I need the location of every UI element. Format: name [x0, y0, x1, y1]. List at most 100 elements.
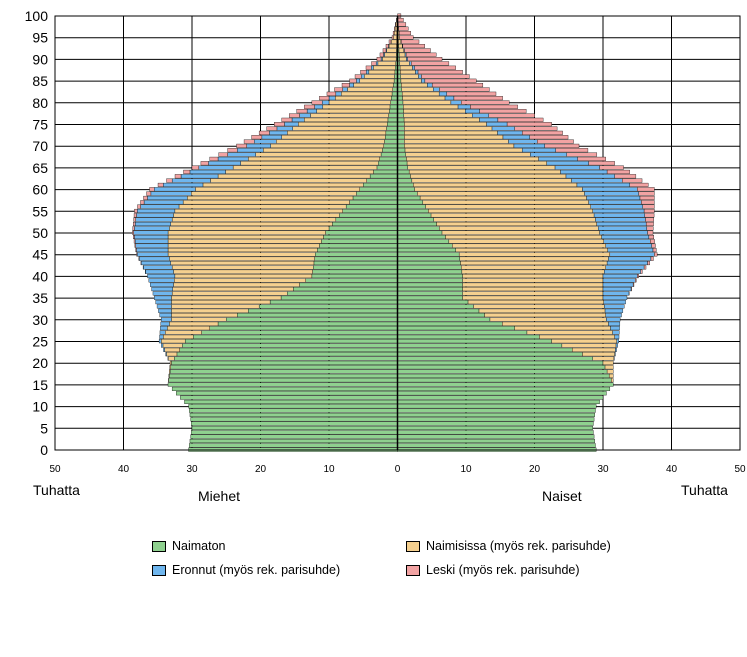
bar-men-naimaton-age-60 [359, 187, 398, 192]
bar-men-leski-age-97 [394, 26, 396, 31]
bar-men-leski-age-88 [365, 65, 372, 70]
bar-men-naimaton-age-78 [389, 109, 398, 114]
bar-women-leski-age-50 [647, 230, 654, 235]
bar-women-leski-age-95 [399, 35, 414, 40]
bar-men-naimisissa-age-47 [167, 243, 320, 248]
bar-men-naimisissa-age-95 [393, 35, 397, 40]
bar-men-eronnut-age-24 [161, 343, 164, 348]
bar-women-naimaton-age-46 [397, 248, 456, 253]
bar-men-naimisissa-age-93 [388, 44, 397, 49]
bar-men-naimaton-age-5 [191, 425, 398, 430]
bar-men-naimisissa-age-17 [168, 373, 170, 378]
bar-men-naimaton-age-64 [373, 169, 398, 174]
bar-men-eronnut-age-68 [227, 152, 256, 157]
bar-women-eronnut-age-34 [603, 300, 626, 305]
legend-label-naimisissa: Naimisissa (myös rek. parisuhde) [426, 539, 611, 553]
bar-women-naimaton-age-19 [397, 365, 606, 370]
bar-women-naimaton-age-67 [397, 156, 407, 161]
bar-men-naimaton-age-37 [293, 287, 398, 292]
bar-men-leski-age-47 [134, 243, 137, 248]
bar-men-leski-age-76 [281, 117, 293, 122]
bar-women-naimaton-age-24 [397, 343, 563, 348]
bar-men-naimaton-age-76 [387, 117, 398, 122]
bar-women-leski-age-62 [622, 178, 643, 183]
bar-women-naimaton-age-44 [397, 256, 461, 261]
bar-men-eronnut-age-45 [137, 252, 169, 257]
bar-men-leski-age-94 [388, 39, 392, 44]
bar-men-naimaton-age-69 [382, 148, 398, 153]
bar-men-eronnut-age-61 [163, 182, 204, 187]
bar-women-naimaton-age-56 [397, 204, 426, 209]
bar-men-naimaton-age-36 [287, 291, 398, 296]
bar-men-naimisissa-age-76 [304, 117, 389, 122]
bar-women-eronnut-age-87 [415, 70, 419, 75]
bar-men-naimisissa-age-51 [169, 226, 330, 231]
bar-women-naimisissa-age-42 [461, 265, 606, 270]
bar-men-leski-age-64 [183, 169, 191, 174]
bar-women-eronnut-age-24 [615, 343, 618, 348]
bar-men-naimisissa-age-63 [217, 174, 371, 179]
bar-women-naimisissa-age-37 [462, 287, 604, 292]
bar-women-eronnut-age-52 [596, 221, 647, 227]
legend-swatch-naimisissa [406, 540, 420, 552]
bar-men-eronnut-age-42 [143, 265, 173, 270]
bar-women-naimisissa-age-29 [502, 321, 609, 326]
bar-men-naimaton-age-45 [315, 252, 398, 257]
y-tick-label: 10 [32, 399, 48, 415]
bar-women-leski-age-41 [640, 269, 643, 274]
bar-men-eronnut-age-27 [159, 330, 166, 335]
x-tick-label: 30 [597, 464, 609, 475]
bar-women-naimisissa-age-54 [430, 213, 595, 218]
bar-men-naimisissa-age-39 [174, 278, 306, 283]
bar-women-eronnut-age-27 [612, 330, 620, 335]
bar-women-eronnut-age-68 [530, 152, 567, 157]
bar-men-eronnut-age-79 [314, 104, 324, 109]
bar-women-naimisissa-age-19 [604, 365, 614, 370]
bar-women-naimaton-age-62 [397, 178, 413, 183]
bar-women-naimaton-age-72 [397, 135, 405, 140]
bar-women-eronnut-age-70 [513, 143, 545, 148]
bar-women-leski-age-40 [637, 274, 639, 279]
bar-women-naimaton-age-18 [397, 369, 608, 374]
bar-women-naimisissa-age-89 [399, 61, 410, 66]
bar-women-leski-age-63 [614, 174, 637, 179]
bar-women-leski-age-45 [654, 252, 658, 257]
bar-men-naimaton-age-61 [363, 182, 398, 187]
bar-women-eronnut-age-35 [602, 295, 628, 300]
bar-men-naimaton-age-23 [179, 347, 398, 352]
bar-women-eronnut-age-36 [602, 291, 630, 296]
bar-women-leski-age-76 [497, 117, 544, 122]
bar-men-eronnut-age-53 [135, 217, 173, 222]
bar-men-naimisissa-age-66 [240, 161, 379, 166]
bar-men-naimisissa-age-57 [182, 200, 350, 205]
bar-women-naimisissa-age-41 [461, 269, 605, 274]
bar-women-eronnut-age-44 [608, 256, 652, 261]
bar-women-naimaton-age-13 [397, 391, 607, 396]
bar-women-eronnut-age-33 [604, 304, 625, 309]
bar-women-naimisissa-age-35 [462, 295, 604, 300]
bar-men-eronnut-age-73 [269, 130, 288, 135]
bar-women-naimisissa-age-36 [462, 291, 604, 296]
bar-men-eronnut-age-89 [375, 61, 379, 66]
bar-women-naimaton-age-49 [397, 234, 446, 240]
bar-men-naimisissa-age-28 [167, 326, 210, 331]
bar-men-naimaton-age-7 [190, 417, 398, 422]
bar-men-leski-age-49 [133, 234, 135, 240]
bar-men-naimisissa-age-67 [247, 156, 380, 161]
bar-men-eronnut-age-67 [217, 156, 249, 161]
bar-men-naimaton-age-26 [193, 334, 398, 339]
bar-women-naimaton-age-16 [397, 378, 612, 383]
y-tick-label: 100 [25, 8, 49, 24]
bar-women-naimaton-age-51 [397, 226, 440, 231]
bar-women-naimaton-age-37 [397, 287, 463, 292]
y-tick-label: 5 [40, 420, 48, 436]
bar-women-leski-age-94 [401, 39, 420, 44]
bar-men-naimaton-age-29 [217, 321, 398, 326]
bar-men-naimaton-age-47 [319, 243, 398, 248]
bar-men-naimisissa-age-61 [202, 182, 364, 187]
bar-men-naimisissa-age-32 [171, 308, 249, 313]
bar-men-naimaton-age-34 [269, 300, 398, 305]
x-unit-right: Tuhatta [681, 482, 728, 498]
bar-women-eronnut-age-41 [604, 269, 641, 274]
bar-women-naimisissa-age-17 [608, 373, 614, 378]
